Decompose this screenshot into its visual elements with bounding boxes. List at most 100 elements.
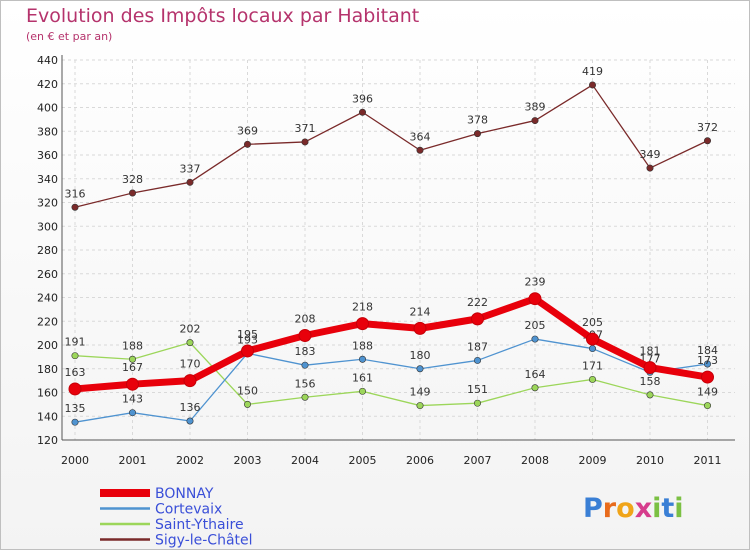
data-point: [301, 361, 309, 369]
data-point: [646, 164, 654, 172]
data-point: [413, 321, 427, 335]
data-label: 183: [295, 345, 316, 358]
y-tick-label: 180: [37, 363, 58, 376]
data-label: 195: [237, 328, 258, 341]
data-point: [71, 418, 79, 426]
data-label: 372: [697, 121, 718, 134]
series-line: [74, 84, 709, 208]
y-tick-label: 340: [37, 173, 58, 186]
data-point: [471, 312, 484, 326]
logo-letter: P: [583, 493, 603, 524]
data-point: [298, 329, 312, 342]
logo-letter: o: [616, 493, 635, 524]
data-point: [588, 81, 596, 89]
data-point: [473, 130, 481, 138]
data-label: 170: [180, 358, 201, 371]
series-saint-ythaire: 191 188 202 150 156 161 149 151 164 171 158 149: [65, 323, 718, 410]
data-point: [531, 117, 539, 125]
x-tick-label: 2011: [694, 454, 722, 467]
data-label: 180: [410, 349, 431, 362]
data-point: [703, 402, 711, 410]
x-tick-label: 2002: [176, 454, 204, 467]
proxiti-logo: Proxiti: [583, 493, 684, 524]
data-label: 181: [640, 345, 661, 358]
data-label: 205: [525, 319, 546, 332]
data-point: [301, 138, 309, 146]
y-tick-label: 360: [37, 149, 58, 162]
data-label: 337: [180, 162, 201, 175]
legend-label: BONNAY: [155, 486, 214, 502]
data-point: [358, 387, 366, 395]
y-tick-label: 160: [37, 387, 58, 400]
y-tick-label: 380: [37, 125, 58, 138]
chart-subtitle: (en € et par an): [26, 30, 112, 43]
data-label: 151: [467, 383, 488, 396]
chart-title: Evolution des Impôts locaux par Habitant: [26, 5, 419, 27]
data-point: [358, 108, 366, 116]
data-label: 371: [295, 122, 316, 135]
data-label: 222: [467, 296, 488, 309]
y-tick-label: 280: [37, 244, 58, 257]
data-label: 149: [410, 386, 431, 399]
data-point: [416, 365, 424, 373]
data-label: 163: [65, 366, 86, 379]
logo-letter: x: [635, 493, 652, 524]
data-point: [68, 382, 82, 396]
data-label: 364: [410, 130, 431, 143]
data-point: [473, 399, 481, 407]
x-tick-label: 2006: [406, 454, 434, 467]
series-bonnay: 163 167 170 195 208 218 214 222 239 205 181 173: [65, 276, 718, 396]
legend-label: Cortevaix: [155, 502, 222, 518]
y-tick-label: 320: [37, 197, 58, 210]
data-point: [186, 339, 194, 347]
data-point: [646, 391, 654, 399]
data-label: 419: [582, 65, 603, 78]
data-label: 218: [352, 301, 373, 314]
data-point: [301, 393, 309, 401]
legend: BONNAYCortevaixSaint-YthaireSigy-le-Chât…: [100, 486, 253, 549]
data-point: [528, 292, 542, 306]
logo-letter: t: [661, 493, 674, 524]
data-label: 150: [237, 384, 258, 397]
data-point: [588, 375, 596, 383]
y-tick-label: 420: [37, 78, 58, 91]
data-label: 136: [180, 401, 201, 414]
data-point: [643, 361, 657, 375]
y-tick-label: 240: [37, 292, 58, 305]
data-point: [531, 335, 539, 343]
data-label: 167: [122, 361, 143, 374]
y-tick-label: 200: [37, 339, 58, 352]
data-label: 171: [582, 359, 603, 372]
data-label: 239: [525, 276, 546, 289]
logo-letter: i: [652, 493, 661, 524]
data-label: 389: [525, 101, 546, 114]
x-tick-label: 2001: [119, 454, 147, 467]
data-label: 187: [467, 340, 488, 353]
series-cortevaix: 135143136193183188180187205197177184: [65, 319, 718, 426]
y-tick-label: 300: [37, 220, 58, 233]
x-tick-label: 2010: [636, 454, 664, 467]
data-label: 349: [640, 148, 661, 161]
data-label: 214: [410, 305, 431, 318]
data-label: 369: [237, 124, 258, 137]
data-point: [71, 203, 79, 211]
data-point: [71, 352, 79, 360]
data-label: 205: [582, 316, 603, 329]
x-tick-label: 2004: [291, 454, 319, 467]
data-label: 184: [697, 344, 718, 357]
data-point: [186, 178, 194, 186]
data-label: 378: [467, 114, 488, 127]
data-label: 208: [295, 313, 316, 326]
data-point: [416, 402, 424, 410]
axis-layer: 120 140 160 180 200 220 240 260 280 300 320 340 360 3…: [37, 54, 735, 467]
logo-letter: i: [674, 493, 683, 524]
data-label: 164: [525, 368, 546, 381]
y-tick-label: 440: [37, 54, 58, 67]
data-label: 156: [295, 377, 316, 390]
x-tick-label: 2000: [61, 454, 89, 467]
data-point: [703, 360, 711, 368]
data-label: 173: [697, 354, 718, 367]
data-label: 188: [352, 339, 373, 352]
